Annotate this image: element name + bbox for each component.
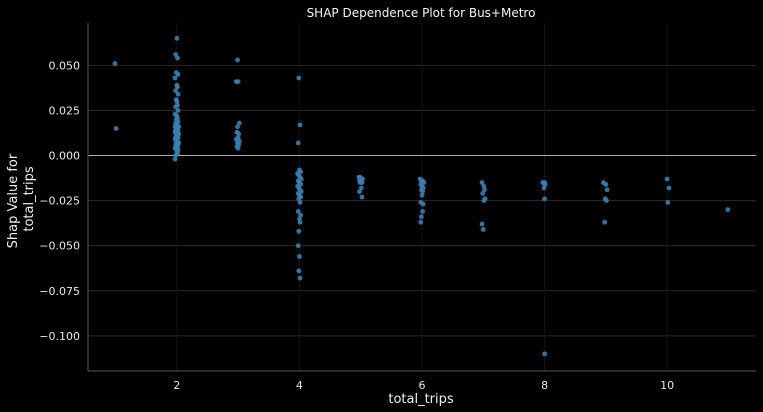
scatter-point: [297, 254, 302, 259]
scatter-point: [602, 219, 608, 225]
scatter-point: [604, 187, 610, 193]
scatter-point: [725, 207, 731, 213]
y-tick-labels: 0.050 0.025 0.000 −0.025 −0.050 −0.075 −0.100: [39, 59, 80, 342]
scatter-point: [296, 268, 302, 274]
scatter-point: [235, 57, 240, 63]
scatter-point: [479, 221, 485, 227]
y-tick-label: 0.000: [49, 150, 81, 163]
y-tick-label: 0.025: [49, 104, 81, 117]
x-axis-label: total_trips: [388, 392, 454, 407]
chart-title: SHAP Dependence Plot for Bus+Metro: [307, 6, 536, 20]
scatter-point: [173, 52, 179, 57]
points-layer: [112, 35, 731, 357]
scatter-point: [172, 75, 178, 81]
x-tick-label: 6: [419, 379, 426, 392]
scatter-point: [173, 104, 179, 110]
scatter-point: [297, 219, 303, 225]
y-tick-label: 0.050: [49, 59, 81, 72]
scatter-point: [298, 212, 304, 218]
scatter-point: [357, 180, 363, 185]
scatter-point: [297, 216, 302, 222]
scatter-point: [175, 71, 181, 77]
y-axis-label-line-2: total_trips: [22, 166, 37, 232]
scatter-point: [172, 156, 178, 162]
scatter-point: [604, 198, 609, 204]
scatter-point: [174, 35, 180, 41]
scatter-point: [235, 79, 241, 85]
scatter-point: [542, 181, 548, 187]
scatter-point: [542, 196, 547, 202]
x-tick-label: 10: [660, 379, 674, 392]
scatter-point: [235, 124, 240, 130]
y-tick-label: −0.075: [39, 285, 80, 298]
scatter-point: [480, 190, 486, 196]
scatter-point: [420, 201, 426, 207]
scatter-point: [295, 140, 301, 146]
scatter-point: [541, 185, 547, 191]
scatter-point: [112, 61, 118, 66]
scatter-point: [418, 219, 424, 225]
scatter-point: [175, 91, 181, 97]
scatter-point: [358, 185, 364, 191]
scatter-point: [479, 180, 485, 185]
scatter-point: [236, 131, 242, 137]
scatter-point: [666, 185, 672, 191]
scatter-point: [297, 275, 303, 281]
scatter-point: [357, 189, 362, 194]
scatter-point: [482, 187, 487, 193]
scatter-point: [481, 198, 487, 204]
x-tick-label: 2: [173, 379, 180, 392]
y-tick-label: −0.100: [39, 330, 80, 343]
scatter-point: [297, 122, 303, 128]
scatter-point: [542, 351, 547, 357]
y-axis-label-line-1: Shap Value for: [6, 153, 21, 248]
scatter-point: [664, 176, 670, 182]
x-tick-label: 4: [296, 379, 303, 392]
scatter-point: [665, 200, 671, 205]
scatter-point: [480, 227, 486, 232]
scatter-point: [297, 200, 303, 205]
scatter-point: [420, 209, 426, 214]
axes-layer: [87, 23, 756, 372]
scatter-point: [296, 196, 302, 202]
scatter-point: [296, 75, 302, 81]
scatter-point: [235, 145, 241, 151]
scatter-point: [419, 192, 425, 198]
scatter-point: [175, 108, 181, 113]
scatter-point: [175, 84, 180, 90]
scatter-point: [174, 99, 180, 104]
scatter-point: [173, 153, 179, 158]
y-tick-label: −0.025: [39, 195, 80, 208]
y-axis-label: Shap Value for total_trips: [6, 150, 37, 249]
scatter-point: [296, 228, 302, 234]
scatter-point: [295, 209, 301, 214]
scatter-point: [113, 126, 119, 131]
scatter-point: [295, 243, 301, 249]
scatter-point: [236, 120, 242, 126]
x-tick-labels: 2 4 6 8 10: [173, 379, 674, 392]
x-tick-label: 8: [541, 379, 548, 392]
scatter-point: [173, 88, 179, 94]
scatter-point: [359, 194, 365, 200]
scatter-point: [603, 181, 609, 187]
scatter-point: [420, 189, 426, 194]
y-tick-label: −0.050: [39, 240, 80, 253]
scatter-point: [175, 55, 180, 61]
scatter-point: [481, 183, 487, 189]
scatter-point: [418, 214, 424, 220]
